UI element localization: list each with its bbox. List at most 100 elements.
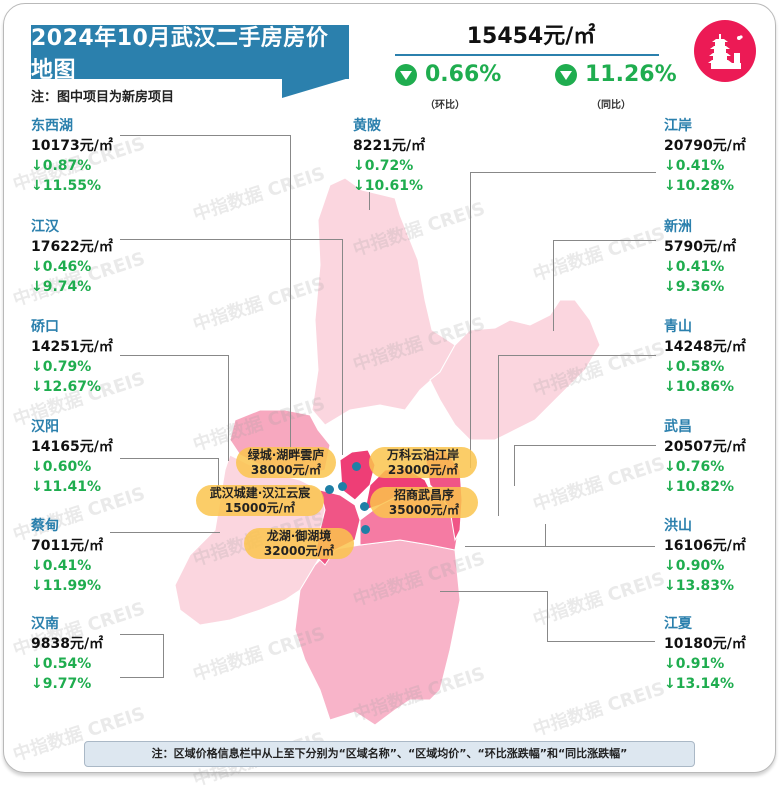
district-mom: ↓0.79% [31, 359, 92, 375]
district-name: 江夏 [664, 616, 692, 632]
district-name: 青山 [664, 319, 692, 335]
district-mom: ↓0.58% [664, 359, 725, 375]
project-label-vanke[interactable]: 万科云泊江岸 23000元/㎡ [369, 447, 477, 478]
projects-note: 注：图中项目为新房项目 [31, 90, 175, 105]
district-price: 14165元/㎡ [31, 439, 113, 455]
district-price: 9838元/㎡ [31, 636, 104, 652]
district-yoy: ↓11.41% [31, 479, 102, 495]
leader-line-qingshan [498, 355, 656, 516]
district-mom: ↓0.76% [664, 459, 725, 475]
district-yoy: ↓9.74% [31, 279, 92, 295]
district-name: 武昌 [664, 419, 692, 435]
down-triangle-icon [555, 63, 577, 86]
leader-line-hannan [120, 634, 164, 678]
leader-line-jiangan [470, 172, 656, 468]
project-price: 15000元/㎡ [224, 501, 296, 515]
district-qiaokou: 硚口 14251元/㎡ ↓0.79% ↓12.67% [31, 317, 171, 397]
district-jiangxia: 江夏 10180元/㎡ ↓0.91% ↓13.14% [664, 614, 781, 694]
title-tail-decoration [282, 78, 349, 98]
project-label-lvcheng[interactable]: 绿城·湖畔雲庐 38000元/㎡ [236, 447, 336, 478]
district-yoy: ↓12.67% [31, 379, 102, 395]
district-mom: ↓0.87% [31, 158, 92, 174]
district-dongxihu: 东西湖 10173元/㎡ ↓0.87% ↓11.55% [31, 116, 171, 196]
district-jianghan: 江汉 17622元/㎡ ↓0.46% ↓9.74% [31, 217, 171, 297]
district-price: 14248元/㎡ [664, 339, 746, 355]
district-mom: ↓0.60% [31, 459, 92, 475]
leader-line-caidian [110, 532, 220, 534]
leader-line-jiangxia-a [440, 591, 548, 642]
district-mom: ↓0.54% [31, 656, 92, 672]
district-yoy: ↓13.14% [664, 676, 735, 692]
yellow-crane-tower-icon [694, 20, 756, 82]
district-mom: ↓0.72% [353, 158, 414, 174]
district-yoy: ↓10.82% [664, 479, 735, 495]
district-name: 蔡甸 [31, 518, 59, 534]
project-price: 38000元/㎡ [250, 463, 322, 477]
project-marker-dot[interactable] [325, 485, 334, 494]
district-name: 洪山 [664, 518, 692, 534]
district-mom: ↓0.46% [31, 259, 92, 275]
leader-line-jianghan [120, 239, 343, 455]
map-region-xinzhou [429, 299, 601, 441]
project-name: 绿城·湖畔雲庐 [247, 448, 325, 462]
leader-line-huangpi [369, 192, 371, 210]
leader-line-hanyang [120, 458, 219, 499]
district-price: 10173元/㎡ [31, 138, 113, 154]
overall-summary: 15454元/㎡ 0.66% （环比） 11.26% （同比） [395, 20, 677, 111]
district-yoy: ↓13.83% [664, 578, 735, 594]
district-price: 7011元/㎡ [31, 538, 104, 554]
district-price: 14251元/㎡ [31, 339, 113, 355]
district-mom: ↓0.91% [664, 656, 725, 672]
project-price: 35000元/㎡ [388, 503, 460, 517]
yoy-change: 11.26% [555, 62, 677, 87]
district-name: 硚口 [31, 319, 59, 335]
district-hannan: 汉南 9838元/㎡ ↓0.54% ↓9.77% [31, 614, 171, 694]
project-marker-dot[interactable] [338, 482, 347, 491]
mom-change: 0.66% [395, 62, 501, 87]
leader-line-wuchang [514, 445, 656, 486]
district-price: 5790元/㎡ [664, 239, 737, 255]
project-price: 23000元/㎡ [387, 463, 459, 477]
district-wuchang: 武昌 20507元/㎡ ↓0.76% ↓10.82% [664, 417, 781, 497]
mom-label: （环比） [425, 100, 465, 111]
divider [395, 54, 659, 56]
leader-line-dongxihu [120, 135, 291, 451]
district-price: 17622元/㎡ [31, 239, 113, 255]
district-mom: ↓0.41% [31, 558, 92, 574]
district-yoy: ↓10.28% [664, 178, 735, 194]
project-marker-dot[interactable] [352, 462, 361, 471]
project-name: 万科云泊江岸 [386, 448, 459, 462]
district-price: 16106元/㎡ [664, 538, 746, 554]
page-title: 2024年10月武汉二手房房价地图 [31, 25, 349, 83]
project-marker-dot[interactable] [361, 525, 370, 534]
project-label-wuhan-chengjian[interactable]: 武汉城建·汉江云宸 15000元/㎡ [196, 485, 324, 516]
district-hongshan: 洪山 16106元/㎡ ↓0.90% ↓13.83% [664, 516, 781, 596]
district-mom: ↓0.90% [664, 558, 725, 574]
project-label-longhu[interactable]: 龙湖·御湖境 32000元/㎡ [244, 528, 354, 559]
district-mom: ↓0.41% [664, 158, 725, 174]
legend-note: 注：区域价格信息栏中从上至下分别为“区域名称”、“区域均价”、“环比涨跌幅”和“… [84, 741, 695, 767]
leader-line-hongshan-b [545, 546, 655, 548]
district-yoy: ↓9.36% [664, 279, 725, 295]
district-price: 8221元/㎡ [353, 138, 426, 154]
district-yoy: ↓10.61% [353, 178, 424, 194]
project-name: 武汉城建·汉江云宸 [209, 486, 311, 500]
district-qingshan: 青山 14248元/㎡ ↓0.58% ↓10.86% [664, 317, 781, 397]
yoy-label: （同比） [591, 100, 631, 111]
district-yoy: ↓11.99% [31, 578, 102, 594]
district-price: 20790元/㎡ [664, 138, 746, 154]
district-caidian: 蔡甸 7011元/㎡ ↓0.41% ↓11.99% [31, 516, 171, 596]
district-jiangan: 江岸 20790元/㎡ ↓0.41% ↓10.28% [664, 116, 781, 196]
project-marker-dot[interactable] [360, 502, 369, 511]
district-name: 东西湖 [31, 118, 73, 134]
district-price: 20507元/㎡ [664, 439, 746, 455]
district-yoy: ↓9.77% [31, 676, 92, 692]
district-mom: ↓0.41% [664, 259, 725, 275]
district-price: 10180元/㎡ [664, 636, 746, 652]
leader-line-jiangxia-b [547, 641, 655, 643]
leader-line-xinzhou [553, 240, 656, 331]
district-name: 黄陂 [353, 118, 381, 134]
map-region-huangpi [311, 177, 456, 426]
district-name: 新洲 [664, 219, 692, 235]
project-label-zhaoshang[interactable]: 招商武昌序 35000元/㎡ [370, 487, 478, 518]
